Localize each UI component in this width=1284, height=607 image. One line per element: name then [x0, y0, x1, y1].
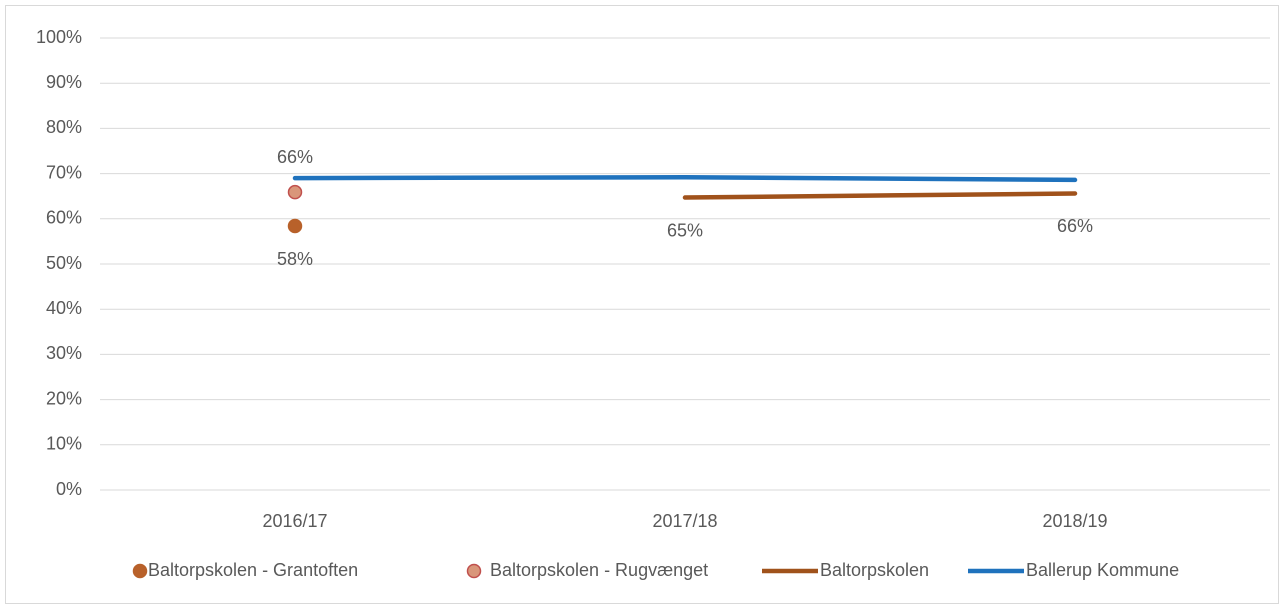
value-label: 66% [1057, 216, 1093, 236]
y-tick-label: 50% [46, 253, 82, 273]
series-marker [287, 218, 303, 234]
x-tick-label: 2017/18 [652, 511, 717, 531]
y-tick-label: 90% [46, 72, 82, 92]
chart-border [5, 5, 1279, 604]
value-label: 65% [667, 220, 703, 240]
y-tick-label: 60% [46, 208, 82, 228]
y-tick-label: 0% [56, 479, 82, 499]
y-tick-label: 100% [36, 27, 82, 47]
y-tick-label: 70% [46, 162, 82, 182]
series-marker [287, 184, 303, 200]
x-tick-label: 2018/19 [1042, 511, 1107, 531]
value-label: 58% [277, 249, 313, 269]
y-tick-label: 80% [46, 117, 82, 137]
y-tick-label: 20% [46, 388, 82, 408]
value-label: 66% [277, 147, 313, 167]
legend-label: Ballerup Kommune [1026, 560, 1179, 580]
series-line [292, 174, 1078, 183]
legend-swatch [132, 563, 148, 579]
x-tick-label: 2016/17 [262, 511, 327, 531]
y-tick-label: 40% [46, 298, 82, 318]
legend-label: Baltorpskolen [820, 560, 929, 580]
legend-label: Baltorpskolen - Grantoften [148, 560, 358, 580]
y-tick-label: 10% [46, 434, 82, 454]
legend-label: Baltorpskolen - Rugvænget [490, 560, 708, 580]
series-line [682, 191, 1078, 200]
y-tick-label: 30% [46, 343, 82, 363]
legend-swatch [466, 563, 482, 579]
